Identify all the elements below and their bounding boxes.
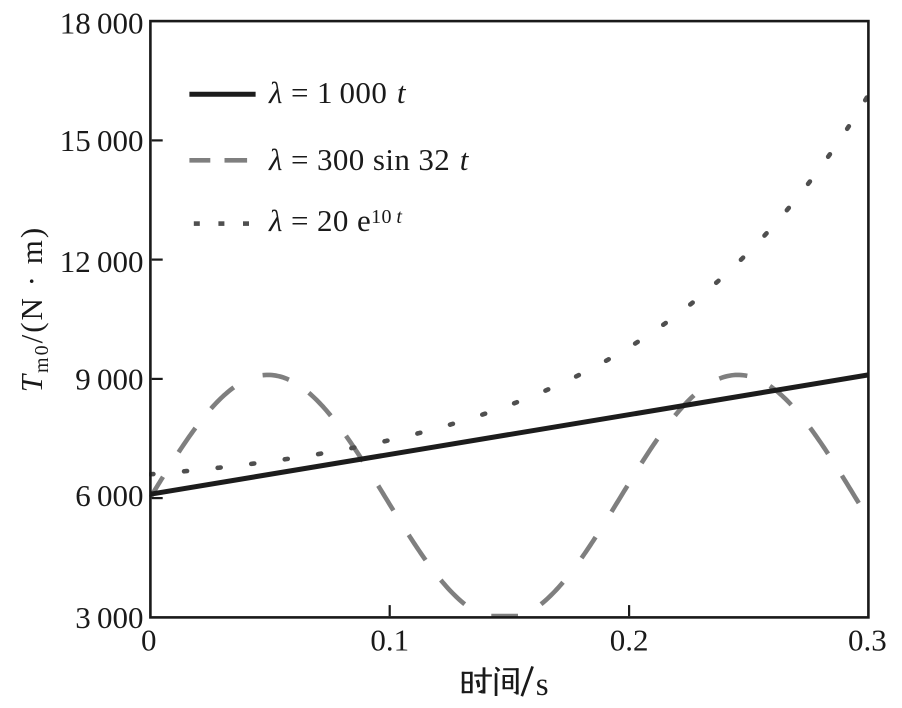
- svg-text:s: s: [536, 667, 549, 703]
- svg-text:6 000: 6 000: [75, 478, 143, 513]
- svg-text:λ = 300 sin 32 t: λ = 300 sin 32 t: [268, 142, 470, 177]
- svg-text:Tm0/(N · m): Tm0/(N · m): [14, 226, 53, 392]
- svg-text:0: 0: [141, 622, 157, 657]
- svg-text:3 000: 3 000: [75, 600, 143, 635]
- svg-text:9 000: 9 000: [75, 362, 143, 397]
- svg-text:0.2: 0.2: [610, 622, 649, 657]
- svg-text:λ = 20 e10 t: λ = 20 e10 t: [268, 203, 402, 238]
- svg-text:0.3: 0.3: [848, 622, 887, 657]
- svg-text:0.1: 0.1: [370, 622, 409, 657]
- svg-text:18 000: 18 000: [60, 6, 144, 41]
- svg-text:12 000: 12 000: [60, 244, 144, 279]
- svg-text:λ = 1 000 t: λ = 1 000 t: [268, 75, 407, 110]
- svg-text:15 000: 15 000: [60, 123, 144, 158]
